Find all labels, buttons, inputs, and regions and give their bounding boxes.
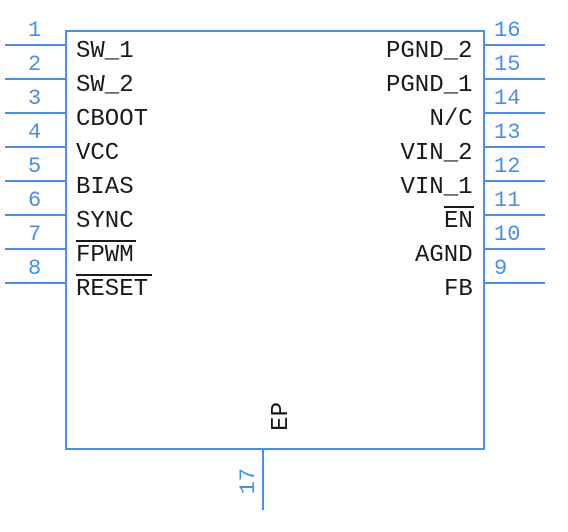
- pin-label: CBOOT: [76, 106, 148, 133]
- pin-stub-right: [485, 112, 545, 114]
- pin-stub-left: [5, 112, 65, 114]
- pin-number: 3: [28, 86, 41, 111]
- pin-label: PGND_2: [386, 38, 472, 65]
- pin-label: SW_1: [76, 38, 134, 65]
- pin-stub-left: [5, 180, 65, 182]
- pin-stub-left: [5, 44, 65, 46]
- pin-stub-right: [485, 282, 545, 284]
- pin-label: EN: [444, 208, 473, 235]
- pin-label: EP: [268, 402, 295, 431]
- pin-number: 12: [494, 154, 520, 179]
- pin-label: AGND: [415, 242, 473, 269]
- pinout-canvas: 1 SW_1 2 SW_2 3 CBOOT 4 VCC 5 BIAS 6 SYNC 7 FPWM 8 RESE…: [0, 0, 568, 532]
- pin-label: RESET: [76, 276, 148, 303]
- pin-number: 8: [28, 256, 41, 281]
- pin-stub-left: [5, 282, 65, 284]
- pin-number: 7: [28, 222, 41, 247]
- pin-number: 4: [28, 120, 41, 145]
- pin-number: 10: [494, 222, 520, 247]
- pin-stub-right: [485, 146, 545, 148]
- pin-label: N/C: [430, 106, 473, 133]
- pin-stub-right: [485, 78, 545, 80]
- overline: [76, 240, 136, 242]
- pin-label: FB: [444, 276, 473, 303]
- pin-label: PGND_1: [386, 72, 472, 99]
- pin-stub-left: [5, 78, 65, 80]
- pin-label: VIN_2: [401, 140, 473, 167]
- pin-number: 6: [28, 188, 41, 213]
- pin-number: 14: [494, 86, 520, 111]
- pin-number: 11: [494, 188, 520, 213]
- pin-stub-left: [5, 214, 65, 216]
- pin-stub-left: [5, 146, 65, 148]
- pin-stub-left: [5, 248, 65, 250]
- pin-number: 9: [494, 256, 507, 281]
- pin-number: 15: [494, 52, 520, 77]
- pin-stub-right: [485, 180, 545, 182]
- pin-number: 5: [28, 154, 41, 179]
- pin-label: FPWM: [76, 242, 134, 269]
- pin-number: 2: [28, 52, 41, 77]
- pin-number: 17: [236, 468, 261, 494]
- overline: [444, 206, 474, 208]
- pin-number: 13: [494, 120, 520, 145]
- pin-label: VIN_1: [401, 174, 473, 201]
- pin-number: 16: [494, 18, 520, 43]
- pin-label: SYNC: [76, 208, 134, 235]
- pin-stub-right: [485, 248, 545, 250]
- pin-label: VCC: [76, 140, 119, 167]
- pin-stub-right: [485, 44, 545, 46]
- pin-label: SW_2: [76, 72, 134, 99]
- overline: [76, 274, 152, 276]
- pin-stub-right: [485, 214, 545, 216]
- pin-number: 1: [28, 18, 41, 43]
- pin-stub-bottom: [262, 450, 264, 510]
- pin-label: BIAS: [76, 174, 134, 201]
